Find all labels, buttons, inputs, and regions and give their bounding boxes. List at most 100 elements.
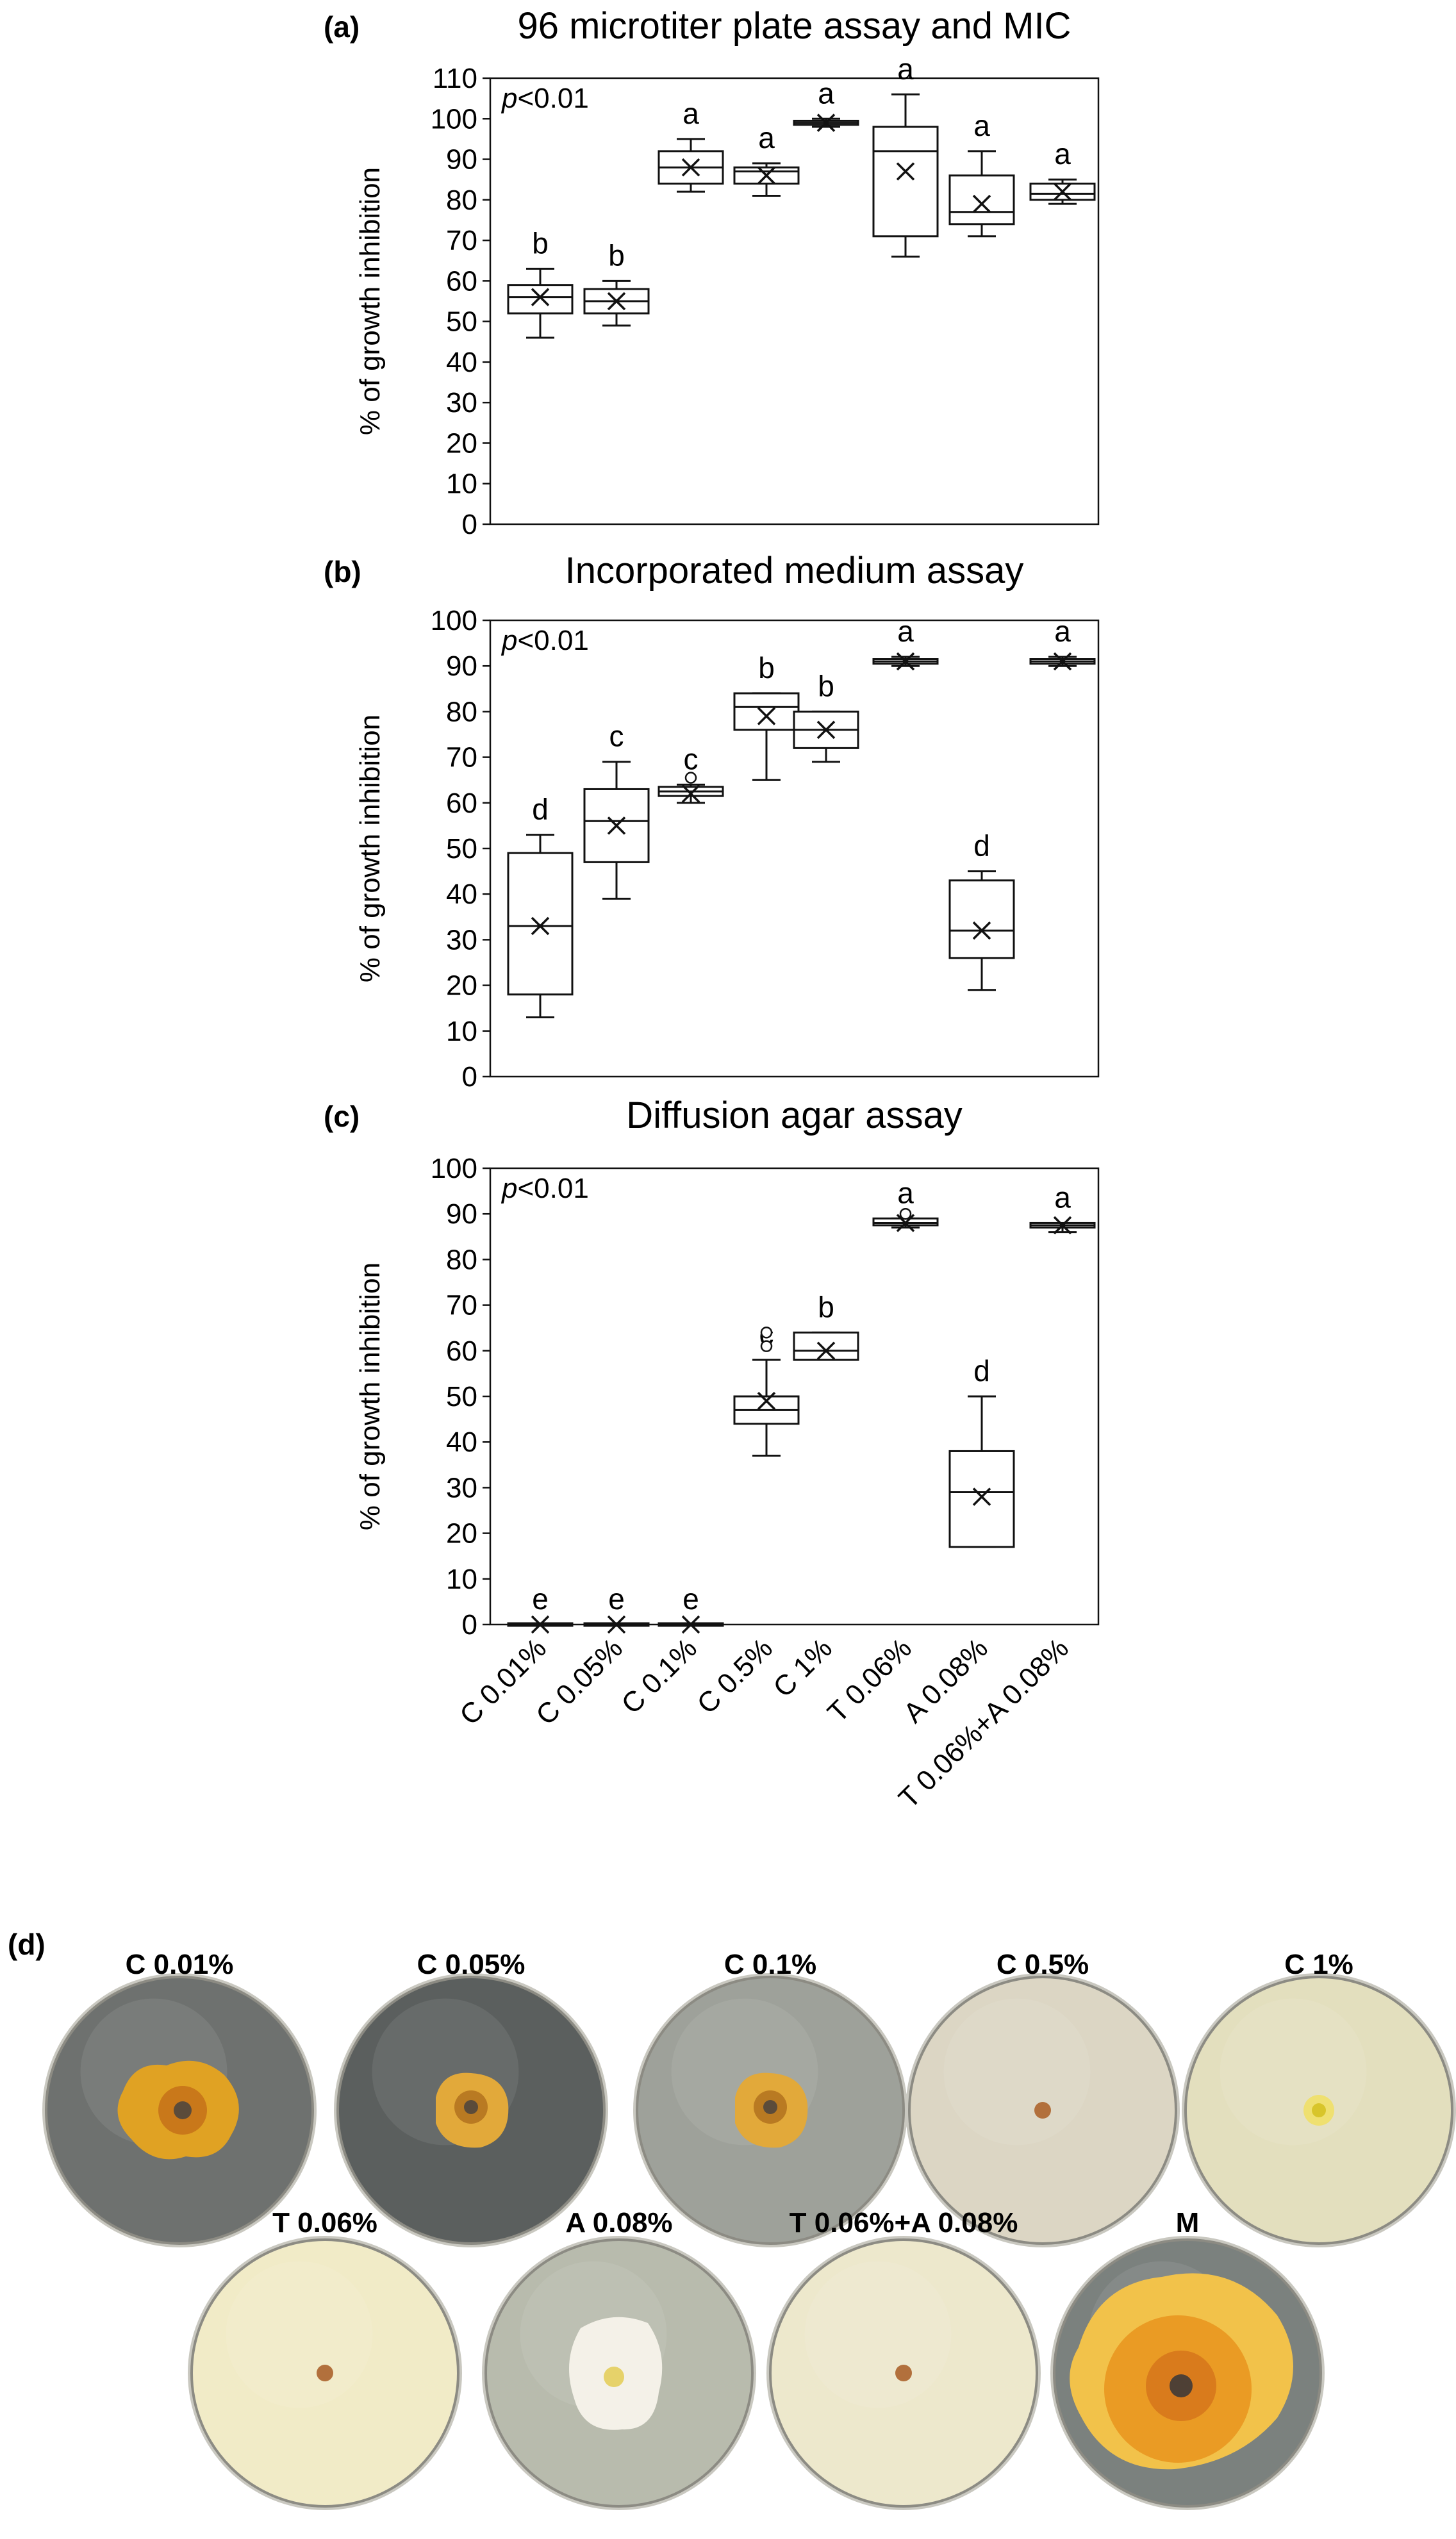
- p-rest: <0.01: [517, 625, 588, 656]
- significance-letter: c: [609, 720, 624, 753]
- mean-marker: [972, 1487, 991, 1506]
- y-tick-label: 100: [431, 605, 477, 636]
- y-tick-label: 90: [446, 144, 477, 176]
- plot-frame: [489, 77, 1100, 525]
- row2-plate-0: T 0.06%: [188, 2207, 462, 2510]
- significance-letter: a: [1054, 615, 1071, 648]
- mean-marker: [531, 288, 550, 306]
- p-value-annotation: p<0.01: [500, 625, 589, 656]
- mean-marker: [757, 166, 776, 185]
- significance-letter: d: [973, 1354, 990, 1387]
- significance-letter: a: [818, 76, 834, 110]
- y-axis-label: % of growth inhibition: [354, 167, 386, 435]
- inoculum-plug: [464, 2100, 478, 2114]
- box-iqr: [948, 1450, 1015, 1548]
- p-italic: p: [500, 1173, 517, 1204]
- significance-letter: e: [532, 1582, 549, 1616]
- inoculum-plug: [174, 2101, 192, 2119]
- y-tick-label: 110: [433, 63, 477, 94]
- row2-plate-3: M: [1050, 2207, 1325, 2510]
- outlier-point: [899, 1207, 912, 1220]
- mean-marker: [896, 162, 915, 181]
- mean-marker: [1053, 1216, 1072, 1235]
- box-5: a: [872, 52, 939, 258]
- row1-plate-3: C 0.5%: [906, 1949, 1180, 2247]
- box-3: a: [733, 121, 800, 197]
- box-iqr: [733, 692, 800, 731]
- panel-letter: (a): [324, 10, 360, 44]
- inoculum-plug: [1170, 2374, 1193, 2397]
- y-tick-label: 80: [446, 1244, 477, 1275]
- y-tick-label: 90: [446, 650, 477, 682]
- chart-title: Diffusion agar assay: [626, 1095, 962, 1136]
- mean-marker: [607, 1615, 626, 1634]
- y-tick-label: 60: [446, 265, 477, 297]
- chart-title: Incorporated medium assay: [565, 550, 1024, 591]
- y-tick-label: 50: [446, 1381, 477, 1412]
- box-7: a: [1029, 615, 1096, 671]
- panel-letter: (d): [8, 1928, 46, 1961]
- significance-letter: a: [1054, 137, 1071, 170]
- y-tick-label: 90: [446, 1198, 477, 1230]
- category-label: C 0.1%: [615, 1632, 703, 1720]
- significance-letter: b: [758, 651, 775, 684]
- agar-sheen: [226, 2261, 373, 2408]
- y-tick-label: 70: [446, 225, 477, 256]
- plate-label: C 1%: [1284, 1949, 1353, 1980]
- plate-label: T 0.06%+A 0.08%: [790, 2207, 1018, 2238]
- y-tick-label: 70: [446, 1290, 477, 1321]
- box-7: a: [1029, 137, 1096, 205]
- y-tick-label: 40: [446, 1427, 477, 1458]
- box-0: b: [507, 226, 574, 339]
- box-7: a: [1029, 1180, 1096, 1235]
- colony-center: [604, 2367, 624, 2387]
- plate-label: C 0.1%: [724, 1949, 816, 1980]
- plate-label: T 0.06%: [272, 2207, 377, 2238]
- significance-letter: b: [532, 226, 549, 260]
- chart-panel-1: (b) Incorporated medium assay 0 10 20 30 40 50 6…: [324, 550, 1100, 1093]
- row1-plate-0: C 0.01%: [42, 1949, 317, 2247]
- box-3: b: [733, 651, 800, 781]
- y-tick-label: 0: [462, 1609, 477, 1641]
- y-tick-label: 20: [446, 427, 477, 459]
- row2-plate-1: A 0.08%: [482, 2207, 756, 2510]
- box-1: e: [583, 1582, 650, 1634]
- p-italic: p: [500, 83, 517, 114]
- significance-letter: b: [608, 238, 625, 272]
- significance-letter: a: [973, 109, 990, 142]
- significance-letter: a: [897, 52, 914, 85]
- significance-letter: a: [758, 121, 775, 154]
- significance-letter: a: [897, 615, 914, 648]
- mean-marker: [1053, 652, 1072, 671]
- mean-marker: [681, 158, 700, 177]
- agar-sheen: [804, 2261, 952, 2408]
- row1-plate-1: C 0.05%: [334, 1949, 608, 2247]
- significance-letter: d: [532, 793, 549, 826]
- box-4: b: [793, 669, 859, 763]
- row2-plate-2: T 0.06%+A 0.08%: [766, 2207, 1041, 2510]
- chart-panel-0: (a) 96 microtiter plate assay and MIC 0 10 2…: [324, 5, 1100, 540]
- significance-letter: a: [682, 97, 699, 130]
- box-plot-panels: (a) 96 microtiter plate assay and MIC 0 10 2…: [324, 5, 1100, 1814]
- p-value-annotation: p<0.01: [500, 1173, 589, 1204]
- inoculum-plug: [1312, 2103, 1326, 2117]
- box-5: a: [872, 1176, 939, 1232]
- row1-plate-4: C 1%: [1182, 1949, 1456, 2247]
- significance-letter: b: [818, 1290, 834, 1323]
- box-2: c: [658, 742, 724, 804]
- y-tick-label: 70: [446, 742, 477, 773]
- plate-label: C 0.01%: [126, 1949, 234, 1980]
- outlier-point: [684, 772, 697, 784]
- mean-marker: [757, 1391, 776, 1410]
- significance-letter: a: [1054, 1180, 1071, 1214]
- y-tick-label: 20: [446, 1518, 477, 1550]
- box-iqr: [948, 174, 1015, 226]
- box-iqr: [507, 284, 574, 315]
- box-4: a: [793, 76, 859, 132]
- mean-marker: [972, 194, 991, 213]
- outlier-point: [760, 1327, 773, 1339]
- y-tick-label: 40: [446, 347, 477, 378]
- inoculum-plug: [895, 2365, 912, 2381]
- significance-letter: e: [682, 1582, 699, 1616]
- y-tick-label: 100: [431, 1153, 477, 1184]
